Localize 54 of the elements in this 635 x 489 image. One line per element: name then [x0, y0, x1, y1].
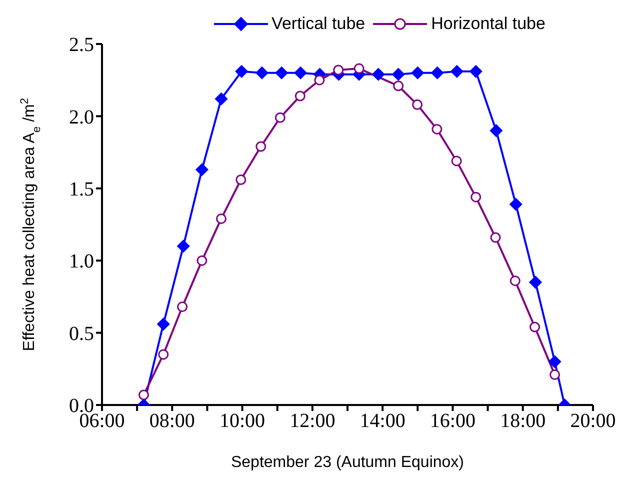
point [509, 198, 522, 211]
point [430, 66, 444, 80]
point [393, 80, 404, 92]
point [214, 92, 228, 106]
point [294, 90, 306, 102]
point [236, 174, 246, 185]
point [158, 349, 169, 360]
point [314, 74, 325, 86]
point [470, 192, 482, 202]
x-tick-label: 18:00 [500, 410, 546, 432]
x-axis-title: September 23 (Autumn Equinox) [230, 454, 464, 471]
point [432, 124, 442, 134]
y-tick-label: 2.5 [69, 34, 94, 56]
point [256, 66, 268, 80]
point [294, 66, 307, 80]
point [157, 318, 170, 330]
point [274, 112, 286, 123]
point [138, 390, 149, 400]
point [510, 276, 520, 286]
point [392, 68, 405, 81]
y-tick-label: 0.5 [69, 322, 94, 345]
x-tick-label: 14:00 [360, 410, 406, 432]
point [216, 213, 226, 224]
point [372, 68, 385, 81]
point [490, 124, 503, 137]
y-tick-label: 1.0 [69, 250, 94, 273]
point [451, 156, 462, 166]
point [177, 302, 188, 312]
x-tick-label: 20:00 [570, 410, 616, 432]
legend-label: Horizontal tube [431, 14, 546, 34]
point [550, 369, 560, 380]
y-tick-label: 1.5 [69, 178, 94, 200]
point [529, 276, 542, 289]
point [548, 355, 562, 368]
x-tick-label: 08:00 [149, 410, 195, 432]
point [412, 99, 423, 110]
point [530, 322, 540, 332]
point [490, 232, 501, 243]
point [354, 63, 364, 74]
point [411, 66, 424, 80]
x-tick-label: 12:00 [290, 410, 336, 432]
y-tick-label: 2.0 [69, 106, 94, 128]
point [333, 64, 344, 76]
x-tick-label: 10:00 [220, 410, 266, 432]
point [275, 66, 288, 80]
point [450, 65, 464, 78]
point [177, 240, 190, 253]
legend-label: Vertical tube [272, 14, 366, 34]
point [196, 163, 208, 176]
point [235, 65, 248, 78]
point [470, 65, 482, 78]
point [256, 141, 266, 152]
point [196, 255, 208, 266]
x-tick-label: 16:00 [430, 410, 476, 432]
